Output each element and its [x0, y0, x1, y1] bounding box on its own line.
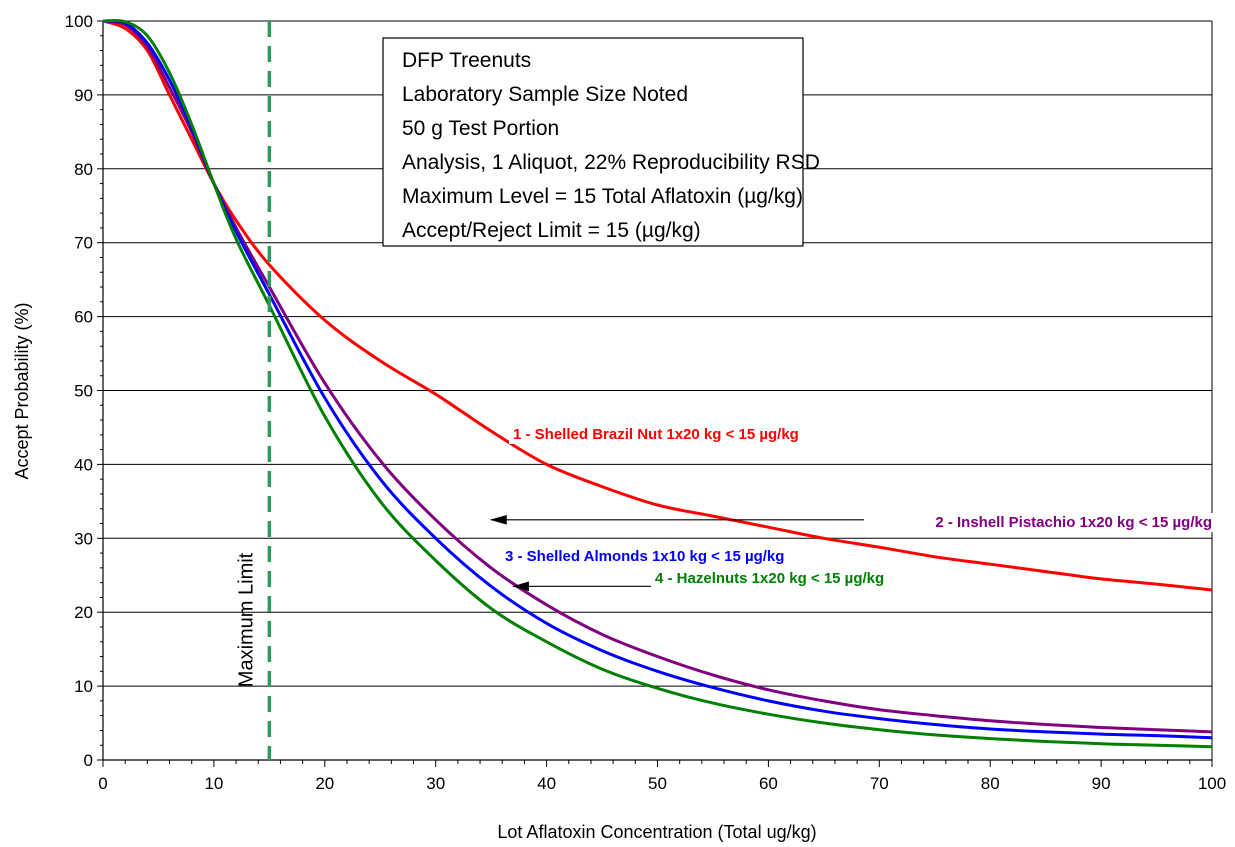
series-line-4 — [102, 18, 1213, 749]
x-tick-label: 100 — [1198, 774, 1226, 793]
series-label-background — [509, 425, 870, 444]
y-tick-label: 80 — [74, 160, 93, 179]
x-tick-labels: 0 10 20 30 40 50 60 70 80 90 100 — [98, 774, 1226, 793]
y-tick-label: 100 — [65, 12, 93, 31]
info-box-line: Accept/Reject Limit = 15 (µg/kg) — [402, 219, 701, 242]
x-tick-label: 0 — [98, 774, 107, 793]
info-box-line: 50 g Test Portion — [402, 117, 559, 140]
series-label-background — [651, 569, 935, 588]
x-axis-label: Lot Aflatoxin Concentration (Total ug/kg… — [497, 822, 816, 842]
series-lines — [102, 18, 1213, 749]
y-tick-label: 10 — [74, 677, 93, 696]
series-label-1: 1 - Shelled Brazil Nut 1x20 kg < 15 µg/k… — [513, 426, 799, 443]
y-tick-label: 20 — [74, 603, 93, 622]
info-box-frame — [382, 37, 804, 247]
series-label-2: 2 - Inshell Pistachio 1x20 kg < 15 µg/kg — [935, 514, 1212, 531]
series-label-background — [501, 547, 836, 566]
maximum-limit-label: Maximum Limit — [235, 552, 257, 687]
maximum-limit-line: Maximum Limit — [235, 21, 272, 760]
x-tick-label: 20 — [315, 774, 334, 793]
y-tick-label: 40 — [74, 455, 93, 474]
x-tick-label: 50 — [648, 774, 667, 793]
info-box: DFP Treenuts Laboratory Sample Size Note… — [382, 37, 820, 247]
x-tick-label: 40 — [537, 774, 556, 793]
x-tick-label: 70 — [870, 774, 889, 793]
y-tick-label: 70 — [74, 234, 93, 253]
series-label-4: 4 - Hazelnuts 1x20 kg < 15 µg/kg — [655, 570, 884, 587]
y-tick-label: 30 — [74, 529, 93, 548]
x-tick-label: 30 — [426, 774, 445, 793]
series-labels: 1 - Shelled Brazil Nut 1x20 kg < 15 µg/k… — [501, 425, 1216, 588]
series-label-3: 3 - Shelled Almonds 1x10 kg < 15 µg/kg — [505, 548, 784, 565]
series-label-background — [864, 513, 1216, 532]
y-tick-labels: 0 10 20 30 40 50 60 70 80 90 100 — [65, 12, 93, 770]
info-box-line: Laboratory Sample Size Noted — [402, 83, 688, 106]
info-box-line: Analysis, 1 Aliquot, 22% Reproducibility… — [402, 151, 820, 174]
x-tick-label: 10 — [204, 774, 223, 793]
x-tick-label: 90 — [1092, 774, 1111, 793]
info-box-line: DFP Treenuts — [402, 49, 531, 72]
y-axis-label: Accept Probability (%) — [12, 302, 32, 479]
y-tick-label: 90 — [74, 86, 93, 105]
y-tick-label: 60 — [74, 308, 93, 327]
y-tick-label: 50 — [74, 382, 93, 401]
series-line-1 — [102, 19, 1213, 592]
x-tick-label: 60 — [759, 774, 778, 793]
x-tick-label: 80 — [981, 774, 1000, 793]
info-box-line: Maximum Level = 15 Total Aflatoxin (µg/k… — [402, 185, 803, 208]
axes — [97, 20, 1213, 767]
y-tick-label: 0 — [84, 751, 93, 770]
